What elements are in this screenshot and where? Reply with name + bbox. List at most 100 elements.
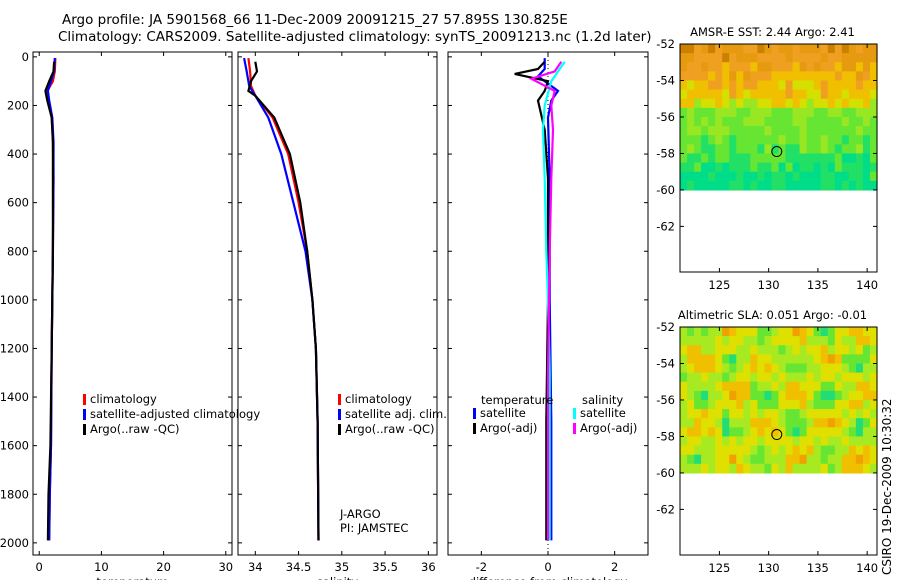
map-cell bbox=[715, 409, 723, 419]
map-cell bbox=[827, 390, 836, 401]
map-cell bbox=[827, 80, 836, 91]
map-cell bbox=[771, 98, 780, 109]
map-cell bbox=[862, 454, 871, 465]
map-cell bbox=[701, 180, 709, 191]
map-cell bbox=[722, 89, 730, 100]
map-cell bbox=[799, 135, 808, 145]
map-cell bbox=[680, 135, 688, 145]
map-cell bbox=[827, 135, 836, 145]
map-cell bbox=[806, 126, 815, 136]
map-cell bbox=[680, 418, 688, 428]
map-cell bbox=[743, 116, 751, 127]
map-cell bbox=[855, 162, 864, 173]
map-cell bbox=[715, 89, 723, 100]
map-cell bbox=[736, 126, 744, 136]
x-tick-label: 36 bbox=[421, 560, 436, 574]
map-cell bbox=[827, 372, 836, 383]
map-cell bbox=[687, 381, 695, 392]
map-cell bbox=[694, 418, 702, 428]
map-cell bbox=[736, 53, 744, 63]
map-cell bbox=[750, 409, 758, 419]
float-annotation: J-ARGO bbox=[339, 507, 381, 521]
map-cell bbox=[680, 363, 688, 374]
map-cell bbox=[722, 144, 730, 155]
map-cell bbox=[806, 180, 815, 191]
map-cell bbox=[827, 354, 836, 365]
map-cell bbox=[701, 327, 709, 337]
difference-profile-xlabel: difference from climatology bbox=[469, 575, 628, 580]
map-cell bbox=[771, 327, 780, 337]
map-cell bbox=[750, 336, 758, 346]
map-cell bbox=[841, 399, 850, 410]
map-cell bbox=[729, 89, 737, 100]
map-cell bbox=[722, 363, 730, 374]
map-cell bbox=[820, 445, 829, 456]
map-cell bbox=[708, 354, 716, 365]
map-cell bbox=[722, 463, 730, 474]
map-cell bbox=[701, 107, 709, 118]
map-cell bbox=[694, 71, 702, 82]
series-climatology bbox=[247, 57, 320, 541]
map-cell bbox=[834, 463, 843, 474]
map-cell bbox=[750, 62, 758, 72]
map-cell bbox=[813, 354, 822, 365]
map-cell bbox=[855, 409, 864, 419]
map-cell bbox=[813, 436, 822, 447]
map-cell bbox=[813, 98, 822, 109]
y-tick-label: 1800 bbox=[0, 487, 29, 501]
difference-profile-series-group bbox=[514, 58, 566, 541]
map-cell bbox=[750, 381, 758, 392]
map-cell bbox=[848, 390, 857, 401]
temperature-legend-item-label: climatology bbox=[90, 392, 157, 406]
map-cell bbox=[764, 354, 773, 365]
map-cell bbox=[680, 454, 688, 465]
map-cell bbox=[834, 53, 843, 63]
map-cell bbox=[820, 153, 829, 164]
map-cell bbox=[785, 445, 794, 456]
map-cell bbox=[841, 454, 850, 465]
map-cell bbox=[813, 409, 822, 419]
map-cell bbox=[785, 381, 794, 392]
map-cell bbox=[757, 144, 766, 155]
map-cell bbox=[680, 144, 688, 155]
map-cell bbox=[757, 153, 766, 164]
map-cell bbox=[820, 98, 829, 109]
map-cell bbox=[813, 162, 822, 173]
x-tick-label: 125 bbox=[708, 561, 730, 575]
map-cell bbox=[792, 345, 801, 355]
map-cell bbox=[855, 171, 864, 182]
map-cell bbox=[708, 445, 716, 456]
map-cell bbox=[729, 144, 737, 155]
temperature-legend-item-label: Argo(..raw -QC) bbox=[90, 422, 180, 436]
map-cell bbox=[729, 445, 737, 456]
map-cell bbox=[806, 98, 815, 109]
y-tick-label: 600 bbox=[7, 196, 29, 210]
map-cell bbox=[813, 345, 822, 355]
map-cell bbox=[799, 71, 808, 82]
map-cell bbox=[701, 436, 709, 447]
map-cell bbox=[855, 180, 864, 191]
salinity-legend-item-swatch bbox=[338, 424, 341, 435]
x-tick-label: 130 bbox=[758, 278, 780, 292]
map-cell bbox=[750, 80, 758, 91]
map-cell bbox=[715, 418, 723, 428]
y-tick-label: 1400 bbox=[0, 390, 29, 404]
map-cell bbox=[750, 44, 758, 54]
temperature-legend-item-swatch bbox=[83, 409, 86, 420]
map-cell bbox=[757, 445, 766, 456]
map-cell bbox=[792, 71, 801, 82]
map-cell bbox=[687, 390, 695, 401]
map-cell bbox=[862, 62, 871, 72]
map-cell bbox=[862, 171, 871, 182]
map-cell bbox=[792, 381, 801, 392]
map-cell bbox=[715, 336, 723, 346]
map-cell bbox=[799, 363, 808, 374]
x-tick-label: 35.5 bbox=[372, 560, 398, 574]
map-cell bbox=[764, 116, 773, 127]
map-cell bbox=[764, 171, 773, 182]
map-cell bbox=[834, 445, 843, 456]
map-cell bbox=[771, 409, 780, 419]
x-tick-label: 130 bbox=[758, 561, 780, 575]
map-cell bbox=[869, 44, 878, 54]
map-cell bbox=[757, 126, 766, 136]
